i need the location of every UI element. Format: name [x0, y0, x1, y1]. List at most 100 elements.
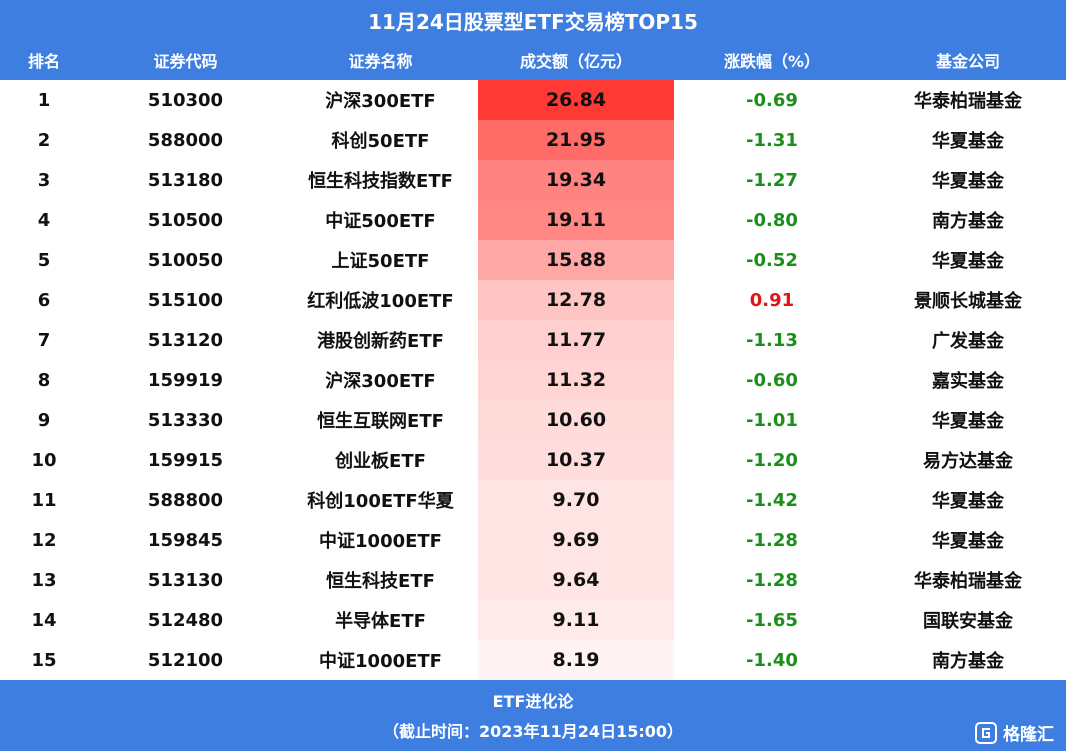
turnover-cell: 9.70: [478, 480, 674, 520]
name-cell: 沪深300ETF: [325, 91, 436, 112]
turnover-cell: 9.11: [478, 600, 674, 640]
company-cell: 嘉实基金: [932, 371, 1004, 392]
name-cell: 港股创新药ETF: [317, 331, 444, 352]
rank-cell: 5: [37, 249, 51, 271]
code-cell: 512480: [147, 609, 224, 631]
change-cell: -1.20: [746, 449, 798, 471]
name-cell: 中证1000ETF: [319, 651, 442, 672]
glh-logo-icon: [975, 721, 997, 744]
header-company: 基金公司: [935, 52, 1000, 71]
code-cell: 510500: [147, 209, 224, 231]
change-cell: -1.01: [746, 409, 798, 431]
turnover-cell: 19.11: [478, 200, 674, 240]
table-body: 1 510300 沪深300ETF 26.84 -0.69 华泰柏瑞基金 2 588000 科创…: [0, 80, 1066, 680]
watermark-text: 格隆汇: [1003, 725, 1054, 745]
name-cell: 恒生科技ETF: [326, 571, 435, 592]
turnover-cell: 12.78: [478, 280, 674, 320]
rank-cell: 6: [37, 289, 51, 311]
table-row: 9 513330 恒生互联网ETF 10.60 -1.01 华夏基金: [0, 400, 1066, 440]
company-cell: 国联安基金: [923, 611, 1013, 632]
code-cell: 588000: [147, 129, 224, 151]
name-cell: 恒生互联网ETF: [317, 411, 444, 432]
name-cell: 科创50ETF: [331, 131, 430, 152]
code-cell: 510050: [147, 249, 224, 271]
change-cell: -0.52: [746, 249, 798, 271]
code-cell: 513120: [147, 329, 224, 351]
header-code: 证券代码: [153, 52, 218, 71]
change-cell: -0.69: [746, 89, 798, 111]
footer-timestamp: （截止时间：2023年11月24日15:00）: [383, 722, 683, 741]
change-cell: -1.31: [746, 129, 798, 151]
code-cell: 159845: [147, 529, 224, 551]
table-row: 14 512480 半导体ETF 9.11 -1.65 国联安基金: [0, 600, 1066, 640]
company-cell: 华夏基金: [932, 411, 1004, 432]
table-row: 8 159919 沪深300ETF 11.32 -0.60 嘉实基金: [0, 360, 1066, 400]
header-change: 涨跌幅（%）: [723, 52, 821, 71]
name-cell: 上证50ETF: [331, 251, 430, 272]
code-cell: 513180: [147, 169, 224, 191]
rank-cell: 3: [37, 169, 51, 191]
company-cell: 南方基金: [932, 211, 1004, 232]
company-cell: 南方基金: [932, 651, 1004, 672]
rank-cell: 7: [37, 329, 51, 351]
table-row: 15 512100 中证1000ETF 8.19 -1.40 南方基金: [0, 640, 1066, 680]
turnover-cell: 10.37: [478, 440, 674, 480]
rank-cell: 11: [31, 489, 57, 511]
name-cell: 沪深300ETF: [325, 371, 436, 392]
table-row: 12 159845 中证1000ETF 9.69 -1.28 华夏基金: [0, 520, 1066, 560]
company-cell: 景顺长城基金: [914, 291, 1022, 312]
turnover-cell: 21.95: [478, 120, 674, 160]
company-cell: 华泰柏瑞基金: [914, 571, 1022, 592]
rank-cell: 13: [31, 569, 57, 591]
company-cell: 华夏基金: [932, 171, 1004, 192]
footer-source: ETF进化论: [492, 692, 574, 711]
change-cell: -1.42: [746, 489, 798, 511]
rank-cell: 1: [37, 89, 51, 111]
change-cell: -1.28: [746, 569, 798, 591]
name-cell: 恒生科技指数ETF: [308, 171, 453, 192]
watermark: 格隆汇: [975, 720, 1054, 745]
code-cell: 159915: [147, 449, 224, 471]
company-cell: 广发基金: [932, 331, 1004, 352]
company-cell: 华夏基金: [932, 251, 1004, 272]
name-cell: 半导体ETF: [335, 611, 426, 632]
table-row: 11 588800 科创100ETF华夏 9.70 -1.42 华夏基金: [0, 480, 1066, 520]
turnover-cell: 26.84: [478, 80, 674, 120]
header-name: 证券名称: [348, 52, 413, 71]
company-cell: 华夏基金: [932, 131, 1004, 152]
name-cell: 创业板ETF: [335, 451, 426, 472]
turnover-cell: 9.69: [478, 520, 674, 560]
table-row: 6 515100 红利低波100ETF 12.78 0.91 景顺长城基金: [0, 280, 1066, 320]
change-cell: -1.27: [746, 169, 798, 191]
change-cell: -1.65: [746, 609, 798, 631]
footer: ETF进化论 （截止时间：2023年11月24日15:00） 格隆汇: [0, 680, 1066, 751]
rank-cell: 8: [37, 369, 51, 391]
code-cell: 513130: [147, 569, 224, 591]
change-cell: -1.28: [746, 529, 798, 551]
turnover-cell: 19.34: [478, 160, 674, 200]
name-cell: 中证500ETF: [325, 211, 436, 232]
company-cell: 易方达基金: [923, 451, 1013, 472]
company-cell: 华夏基金: [932, 531, 1004, 552]
name-cell: 红利低波100ETF: [307, 291, 454, 312]
company-cell: 华夏基金: [932, 491, 1004, 512]
turnover-cell: 11.77: [478, 320, 674, 360]
header-turnover: 成交额（亿元）: [519, 52, 632, 71]
rank-cell: 14: [31, 609, 57, 631]
company-cell: 华泰柏瑞基金: [914, 91, 1022, 112]
change-cell: 0.91: [749, 289, 795, 311]
rank-cell: 9: [37, 409, 51, 431]
turnover-cell: 9.64: [478, 560, 674, 600]
table-title: 11月24日股票型ETF交易榜TOP15: [0, 0, 1066, 40]
table-header: 排名 证券代码 证券名称 成交额（亿元） 涨跌幅（%） 基金公司: [0, 40, 1066, 80]
code-cell: 513330: [147, 409, 224, 431]
turnover-cell: 8.19: [478, 640, 674, 680]
turnover-cell: 11.32: [478, 360, 674, 400]
table-row: 5 510050 上证50ETF 15.88 -0.52 华夏基金: [0, 240, 1066, 280]
code-cell: 512100: [147, 649, 224, 671]
code-cell: 159919: [147, 369, 224, 391]
change-cell: -1.40: [746, 649, 798, 671]
rank-cell: 2: [37, 129, 51, 151]
change-cell: -0.60: [746, 369, 798, 391]
